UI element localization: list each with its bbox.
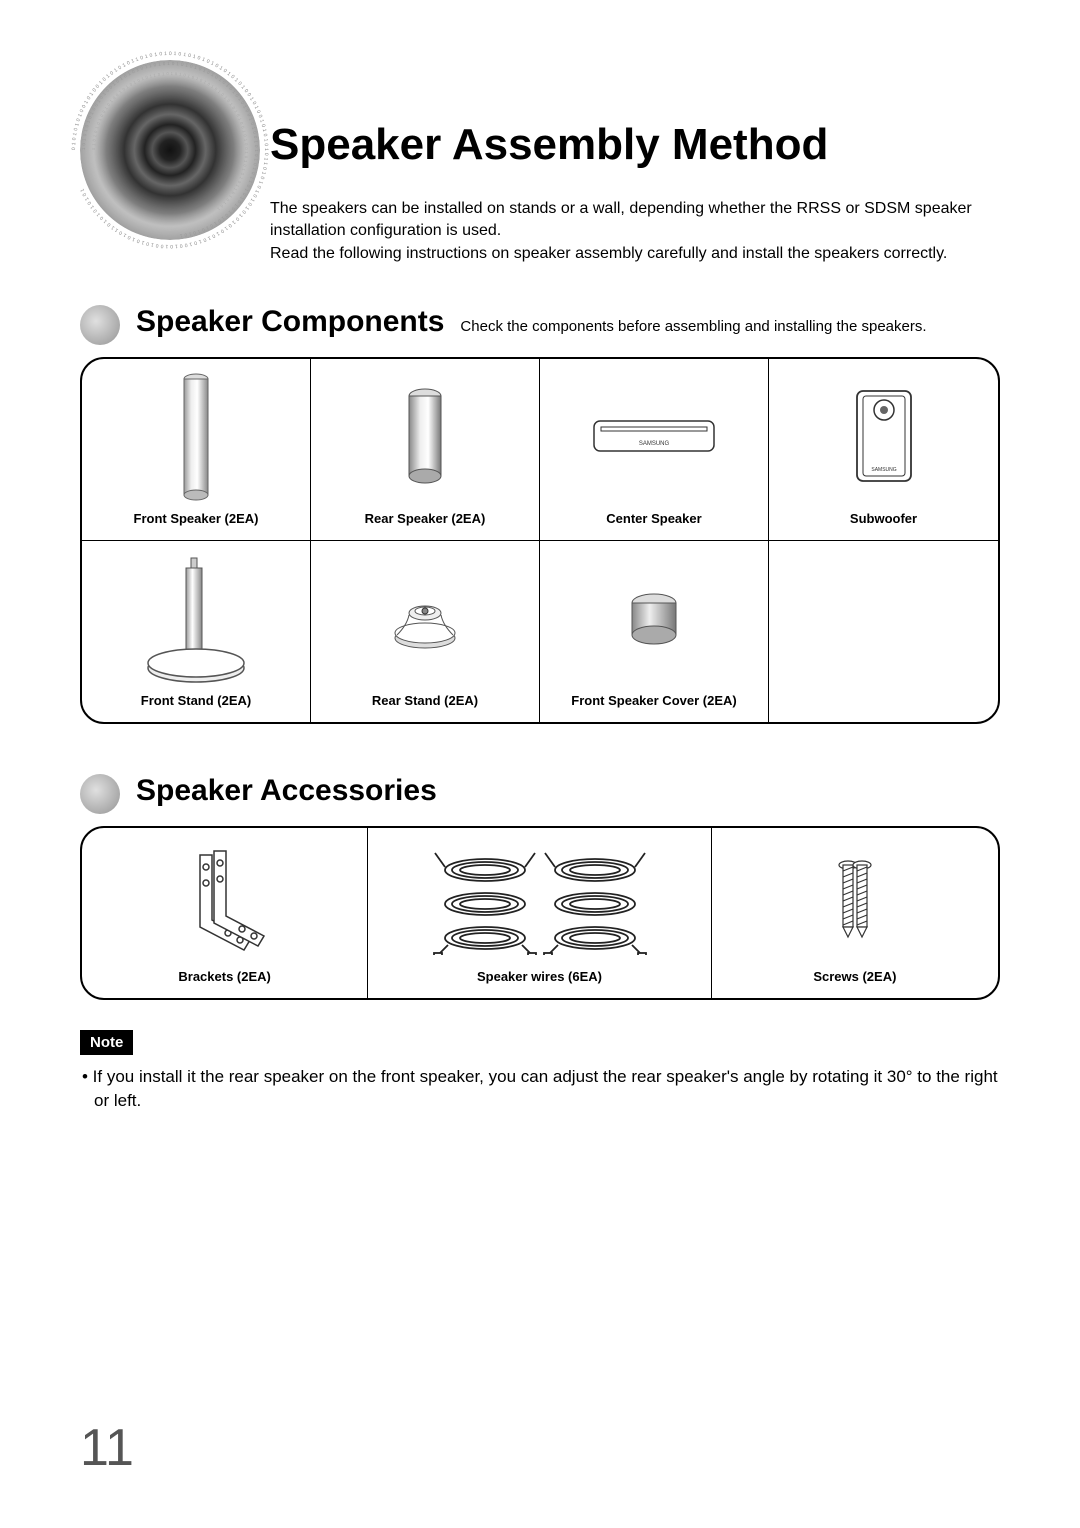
rear-speaker-icon: [400, 386, 450, 486]
components-subtitle: Check the components before assembling a…: [460, 318, 926, 335]
intro-line-1: The speakers can be installed on stands …: [270, 198, 1000, 243]
cell-empty: [769, 541, 998, 722]
page-number: 11: [80, 1418, 134, 1478]
front-speaker-icon: [176, 371, 216, 501]
subwoofer-icon: SAMSUNG: [849, 386, 919, 486]
cell-rear-speaker: Rear Speaker (2EA): [311, 359, 540, 541]
cell-front-speaker-cover: Front Speaker Cover (2EA): [540, 541, 769, 722]
cell-brackets: Brackets (2EA): [82, 828, 368, 998]
front-stand-icon: [136, 553, 256, 683]
note-block: Note • If you install it the rear speake…: [80, 1000, 1000, 1113]
cell-label: Rear Speaker (2EA): [365, 511, 486, 526]
page: 0101010100101001010101011010101010101010…: [0, 0, 1080, 1528]
cell-label: Center Speaker: [606, 511, 701, 526]
cell-front-stand: Front Stand (2EA): [82, 541, 311, 722]
speaker-hero-icon: 0101010100101001010101011010101010101010…: [80, 60, 260, 240]
cell-subwoofer: SAMSUNG Subwoofer: [769, 359, 998, 541]
note-text: • If you install it the rear speaker on …: [80, 1065, 1000, 1113]
cell-label: Brackets (2EA): [178, 969, 271, 984]
components-section-head: Speaker Components Check the components …: [80, 305, 1000, 345]
page-header: 0101010100101001010101011010101010101010…: [80, 60, 1000, 265]
intro-line-2: Read the following instructions on speak…: [270, 243, 1000, 265]
accessories-grid: Brackets (2EA): [80, 826, 1000, 1000]
screws-icon: [830, 855, 880, 945]
brackets-icon: [180, 845, 270, 955]
cell-label: Front Speaker (2EA): [134, 511, 259, 526]
cell-rear-stand: Rear Stand (2EA): [311, 541, 540, 722]
accessories-row: Brackets (2EA): [82, 828, 998, 998]
svg-text:SAMSUNG: SAMSUNG: [871, 467, 896, 473]
rear-stand-icon: [385, 583, 465, 653]
cell-label: Speaker wires (6EA): [477, 969, 602, 984]
header-text: Speaker Assembly Method The speakers can…: [270, 60, 1000, 265]
center-speaker-icon: SAMSUNG: [589, 411, 719, 461]
components-grid: Front Speaker (2EA) Rear Speaker (2EA): [80, 357, 1000, 724]
components-row-1: Front Speaker (2EA) Rear Speaker (2EA): [82, 359, 998, 541]
cell-screws: Screws (2EA): [712, 828, 998, 998]
bullet-icon: [80, 774, 120, 814]
cell-label: Screws (2EA): [813, 969, 896, 984]
cell-front-speaker: Front Speaker (2EA): [82, 359, 311, 541]
speaker-wires-icon: [430, 845, 650, 955]
cell-center-speaker: SAMSUNG Center Speaker: [540, 359, 769, 541]
cell-label: Front Speaker Cover (2EA): [571, 693, 736, 708]
components-title: Speaker Components: [136, 305, 444, 339]
note-badge: Note: [80, 1030, 133, 1055]
cell-label: Subwoofer: [850, 511, 917, 526]
accessories-title: Speaker Accessories: [136, 774, 437, 808]
cell-label: Front Stand (2EA): [141, 693, 252, 708]
page-title: Speaker Assembly Method: [270, 120, 1000, 170]
cell-speaker-wires: Speaker wires (6EA): [368, 828, 712, 998]
accessories-section-head: Speaker Accessories: [80, 774, 1000, 814]
front-speaker-cover-icon: [619, 588, 689, 648]
cell-label: Rear Stand (2EA): [372, 693, 478, 708]
bullet-icon: [80, 305, 120, 345]
components-row-2: Front Stand (2EA) Rear Stand (2EA): [82, 541, 998, 722]
svg-text:SAMSUNG: SAMSUNG: [639, 441, 670, 447]
